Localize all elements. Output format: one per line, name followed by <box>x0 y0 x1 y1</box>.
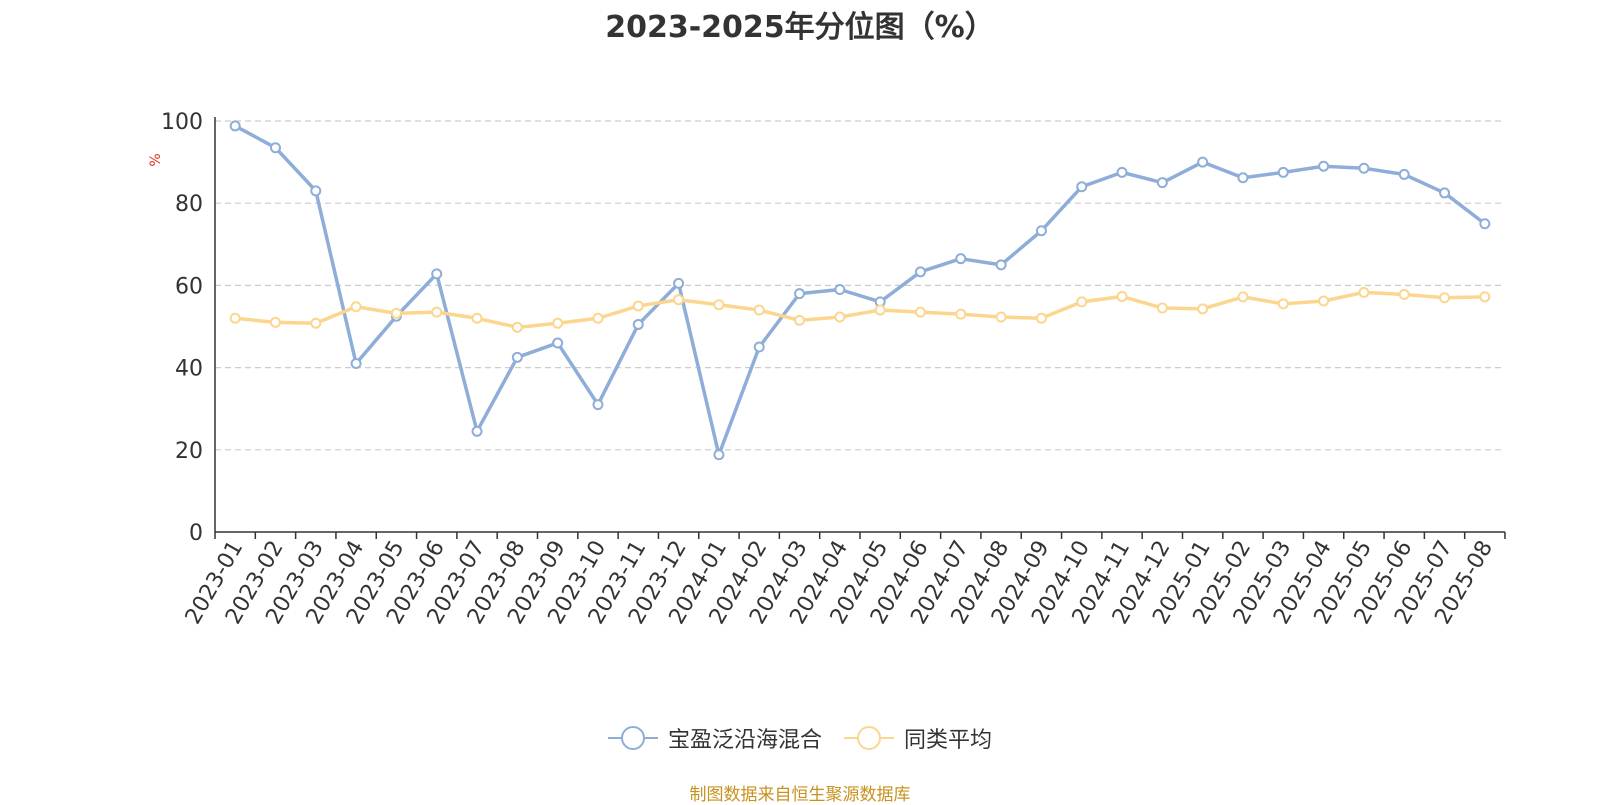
axes: 0204060801002023-012023-022023-032023-04… <box>161 110 1506 629</box>
data-point-series-1 <box>269 142 281 154</box>
data-point-series-2 <box>1439 292 1451 304</box>
data-point-series-2 <box>431 306 443 318</box>
data-point-series-2 <box>1156 302 1168 314</box>
data-point-series-2 <box>592 312 604 324</box>
data-point-series-1 <box>1156 177 1168 189</box>
data-point-series-2 <box>269 316 281 328</box>
data-point-series-1 <box>471 425 483 437</box>
data-point-series-1 <box>1318 160 1330 172</box>
data-point-series-2 <box>511 321 523 333</box>
data-point-series-1 <box>834 284 846 296</box>
data-point-series-2 <box>794 314 806 326</box>
data-point-series-1 <box>794 288 806 300</box>
data-point-series-2 <box>834 311 846 323</box>
data-point-series-1 <box>1439 187 1451 199</box>
data-point-series-2 <box>552 317 564 329</box>
data-point-series-1 <box>1358 162 1370 174</box>
data-source-note: 制图数据来自恒生聚源数据库 <box>689 785 911 805</box>
data-point-series-2 <box>713 299 725 311</box>
legend-series-1-icon <box>607 726 658 750</box>
data-point-series-1 <box>1479 218 1491 230</box>
data-point-series-2 <box>1318 295 1330 307</box>
series-line-2 <box>234 290 1485 330</box>
data-point-series-2 <box>1358 286 1370 298</box>
data-point-series-1 <box>229 120 241 132</box>
y-tick-label: 100 <box>161 110 203 135</box>
y-tick-label: 40 <box>175 357 203 382</box>
y-tick-label: 0 <box>189 521 203 546</box>
data-point-series-2 <box>753 304 765 316</box>
data-point-series-1 <box>1116 166 1128 178</box>
legend-series-2-icon <box>844 726 894 750</box>
legend-item-series-2[interactable]: 同类平均 <box>844 722 992 754</box>
data-point-series-2 <box>350 301 362 313</box>
y-tick-label: 80 <box>175 192 203 217</box>
data-point-series-2 <box>673 294 685 306</box>
data-point-series-1 <box>632 318 644 330</box>
data-point-series-2 <box>1237 291 1249 303</box>
data-point-series-2 <box>1076 296 1088 308</box>
data-point-series-2 <box>1116 290 1128 302</box>
grid-lines <box>215 120 1505 451</box>
data-point-series-1 <box>1398 168 1410 180</box>
legend: 宝盈泛沿海混合 同类平均 <box>0 722 1600 754</box>
data-point-series-1 <box>713 449 725 461</box>
data-point-series-2 <box>874 304 886 316</box>
data-point-series-1 <box>592 399 604 411</box>
data-point-series-1 <box>1035 225 1047 237</box>
data-point-series-2 <box>471 312 483 324</box>
series-lines <box>234 124 1486 457</box>
data-point-series-1 <box>673 277 685 289</box>
legend-label-series-2: 同类平均 <box>904 728 993 753</box>
data-point-series-1 <box>350 357 362 369</box>
data-point-series-1 <box>1277 166 1289 178</box>
data-point-series-1 <box>310 185 322 197</box>
data-point-series-2 <box>632 300 644 312</box>
data-point-series-1 <box>1237 172 1249 184</box>
chart-title: 2023-2025年分位图（%） <box>605 10 995 45</box>
data-point-series-1 <box>914 266 926 278</box>
data-point-series-2 <box>914 306 926 318</box>
data-point-series-2 <box>955 308 967 320</box>
data-point-series-2 <box>995 311 1007 323</box>
data-point-series-2 <box>1398 288 1410 300</box>
data-point-series-1 <box>431 268 443 280</box>
data-point-series-2 <box>1277 298 1289 310</box>
data-point-series-2 <box>1197 303 1209 315</box>
y-tick-label: 60 <box>175 274 203 299</box>
data-point-series-1 <box>552 337 564 349</box>
data-point-series-1 <box>511 351 523 363</box>
data-point-series-2 <box>1479 291 1491 303</box>
data-point-series-1 <box>1076 181 1088 193</box>
data-point-series-1 <box>1197 156 1209 168</box>
data-point-series-1 <box>995 259 1007 271</box>
legend-item-series-1[interactable]: 宝盈泛沿海混合 <box>607 722 822 754</box>
data-points <box>229 120 1491 461</box>
data-point-series-2 <box>310 317 322 329</box>
series-line-1 <box>234 124 1486 457</box>
data-point-series-2 <box>229 312 241 324</box>
data-point-series-2 <box>390 307 402 319</box>
y-tick-label: 20 <box>175 439 203 464</box>
data-point-series-2 <box>1035 312 1047 324</box>
legend-label-series-1: 宝盈泛沿海混合 <box>667 728 822 753</box>
y-axis-label: % <box>148 153 164 166</box>
data-point-series-1 <box>955 253 967 265</box>
data-point-series-1 <box>753 341 765 353</box>
